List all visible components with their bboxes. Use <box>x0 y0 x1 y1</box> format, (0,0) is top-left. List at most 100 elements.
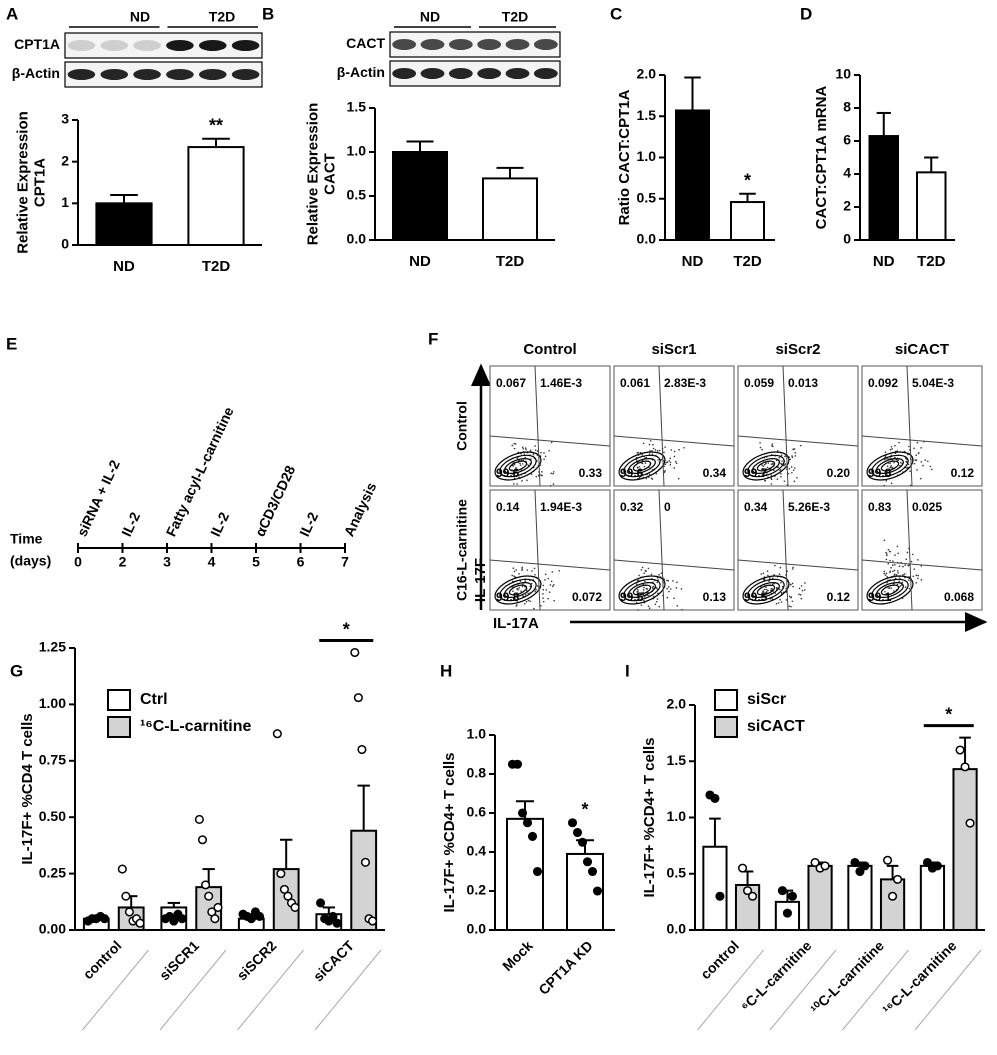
event-dot <box>898 565 901 567</box>
contour <box>504 582 532 598</box>
event-dot <box>896 545 899 548</box>
event-dot <box>518 586 521 589</box>
label-divider <box>842 949 909 1031</box>
event-dot <box>793 448 796 450</box>
data-point <box>246 914 256 924</box>
event-dot <box>905 558 908 560</box>
x-tick-label: siCACT <box>310 937 357 984</box>
event-dot <box>540 451 542 454</box>
quadrant-value: 0.068 <box>944 590 974 604</box>
event-dot <box>543 458 545 461</box>
event-dot <box>895 573 898 576</box>
event-dot <box>790 605 792 608</box>
contour <box>866 451 914 481</box>
contour <box>871 578 909 602</box>
event-dot <box>781 585 784 588</box>
y-tick-label: 1.5 <box>637 107 657 123</box>
event-dot <box>542 597 544 599</box>
event-dot <box>766 466 769 469</box>
event-dot <box>654 603 657 606</box>
data-point <box>100 914 110 924</box>
event-dot <box>898 441 900 444</box>
event-dot <box>904 586 907 588</box>
event-dot <box>908 579 910 582</box>
event-dot <box>515 605 518 607</box>
data-point <box>135 918 145 928</box>
event-dot <box>521 463 524 465</box>
event-dot <box>638 465 641 468</box>
event-dot <box>522 583 524 585</box>
quadrant-value: 0.14 <box>496 500 520 514</box>
event-dot <box>651 478 654 480</box>
event-dot <box>779 598 781 601</box>
data-point <box>512 759 523 769</box>
blot-row-label: β-Actin <box>12 65 60 81</box>
event-dot <box>638 597 640 600</box>
data-point <box>201 880 211 890</box>
event-dot <box>792 448 795 451</box>
event-dot <box>551 571 554 573</box>
y-tick-label: 1.0 <box>667 808 687 824</box>
contour <box>747 578 785 602</box>
blot-band <box>231 40 260 51</box>
event-dot <box>924 459 927 461</box>
data-point <box>965 818 975 828</box>
event-dot <box>676 605 679 607</box>
contour <box>618 451 666 481</box>
y-axis-label: CPT1A <box>31 158 48 207</box>
event-dot <box>514 597 516 600</box>
event-dot <box>791 600 794 603</box>
quadrant-value: 99.6 <box>620 466 644 480</box>
event-dot <box>655 587 657 589</box>
quadrant-value: 0.061 <box>620 376 650 390</box>
event-dot <box>768 577 771 579</box>
event-dot <box>526 569 529 571</box>
bar <box>807 864 833 931</box>
event-dot <box>774 564 776 567</box>
event-dot <box>899 585 902 587</box>
event-dot <box>889 559 891 562</box>
event-dot <box>678 448 680 451</box>
quadrant-value: 99.5 <box>744 590 768 604</box>
event-dot <box>643 572 645 575</box>
day-label: 6 <box>297 554 305 570</box>
event-dot <box>551 585 554 588</box>
event-dot <box>655 600 658 603</box>
event-dot <box>778 588 781 591</box>
event-dot <box>908 587 911 590</box>
event-dot <box>897 459 899 462</box>
contour <box>866 575 914 605</box>
legend-swatch <box>714 689 738 711</box>
event-dot <box>635 601 638 604</box>
panel-label: G <box>10 661 23 680</box>
event-dot <box>523 453 526 455</box>
event-dot <box>531 570 533 572</box>
event-dot <box>550 472 553 475</box>
quadrant-value: 0.092 <box>868 376 898 390</box>
event-dot <box>790 466 793 468</box>
event-dot <box>658 449 661 452</box>
contour <box>752 458 780 474</box>
event-dot <box>888 550 891 553</box>
quadrant-value: 0.13 <box>703 590 727 604</box>
event-dot <box>884 456 887 458</box>
event-dot <box>798 587 801 590</box>
x-tick-label: T2D <box>202 258 231 275</box>
x-tick-label: T2D <box>496 253 525 270</box>
event-dot <box>770 463 773 465</box>
data-point <box>738 863 748 873</box>
y-tick-label: 3 <box>61 111 69 127</box>
contour <box>876 582 904 598</box>
blot-band <box>505 68 530 79</box>
blot-band <box>533 68 558 79</box>
event-dot <box>800 597 803 600</box>
y-tick-label: 0.00 <box>39 921 66 937</box>
event-dot <box>511 574 514 577</box>
y-tick-label: 0.0 <box>637 231 657 247</box>
contour <box>880 584 900 596</box>
event-dot <box>767 589 769 592</box>
event-dot <box>895 458 898 461</box>
event-dot <box>892 564 894 566</box>
event-dot <box>529 600 531 603</box>
event-dot <box>683 446 685 449</box>
